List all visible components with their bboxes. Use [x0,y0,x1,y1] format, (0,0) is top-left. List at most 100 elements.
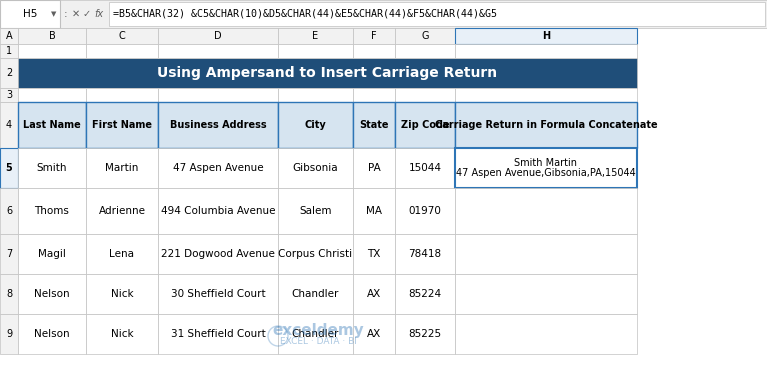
Text: 7: 7 [6,249,12,259]
Text: ✕: ✕ [72,9,80,19]
Text: 85224: 85224 [409,289,442,299]
Text: Chandler: Chandler [291,329,339,339]
Text: Nick: Nick [110,289,133,299]
Bar [278,28,353,44]
Bar [278,102,353,148]
Text: Nelson: Nelson [35,289,70,299]
Bar [0,314,18,354]
Text: 1: 1 [6,46,12,56]
Bar [18,88,86,102]
Bar [0,234,18,274]
Bar [353,28,395,44]
Text: Last Name: Last Name [23,120,81,130]
Bar [86,188,158,234]
Bar [158,44,278,58]
Text: Thoms: Thoms [35,206,70,216]
Text: fx: fx [94,9,104,19]
Text: B: B [48,31,55,41]
Bar [278,88,353,102]
Bar [158,234,278,274]
Text: 2: 2 [6,68,12,78]
Bar [158,314,278,354]
Text: 15044: 15044 [409,163,442,173]
Text: 31 Sheffield Court: 31 Sheffield Court [170,329,265,339]
Bar [18,102,86,148]
Bar [158,102,278,148]
Bar [395,234,455,274]
Text: EXCEL · DATA · BI: EXCEL · DATA · BI [279,336,357,346]
Text: PA: PA [367,163,380,173]
Text: H: H [542,31,550,41]
Text: Smith Martin: Smith Martin [515,158,578,168]
Text: TX: TX [367,249,380,259]
Bar [158,148,278,188]
Bar [395,314,455,354]
Bar [0,188,18,234]
Text: Smith: Smith [37,163,67,173]
Bar [0,28,18,44]
Bar [353,234,395,274]
Text: Adrienne: Adrienne [98,206,146,216]
Text: ▼: ▼ [51,11,57,17]
Text: 3: 3 [6,90,12,100]
Text: 47 Aspen Avenue,Gibsonia,PA,15044: 47 Aspen Avenue,Gibsonia,PA,15044 [456,168,636,178]
Text: MA: MA [366,206,382,216]
Bar [395,148,455,188]
Bar [278,234,353,274]
Bar [0,0,767,28]
Bar [158,274,278,314]
Text: State: State [359,120,389,130]
Bar [18,234,86,274]
Bar [18,314,86,354]
Bar [86,234,158,274]
Text: :: : [64,9,67,19]
Text: 47 Aspen Avenue: 47 Aspen Avenue [173,163,263,173]
Bar [455,188,637,234]
Bar [86,102,158,148]
Bar [18,148,86,188]
Text: ✓: ✓ [83,9,91,19]
Bar [395,188,455,234]
Text: Corpus Christi: Corpus Christi [278,249,353,259]
Bar [158,28,278,44]
Text: F: F [371,31,377,41]
Bar [455,44,637,58]
Bar [455,28,637,44]
Bar [395,44,455,58]
Text: 85225: 85225 [409,329,442,339]
Bar [109,2,765,26]
Bar [395,28,455,44]
Text: Martin: Martin [105,163,139,173]
Text: G: G [421,31,429,41]
Text: 9: 9 [6,329,12,339]
Bar [86,88,158,102]
Bar [278,44,353,58]
Bar [278,188,353,234]
Bar [278,148,353,188]
Bar [353,148,395,188]
Text: 5: 5 [5,163,12,173]
Text: Lena: Lena [110,249,134,259]
Bar [395,274,455,314]
Bar [86,44,158,58]
Text: Chandler: Chandler [291,289,339,299]
Bar [18,188,86,234]
Text: Salem: Salem [299,206,332,216]
Text: E: E [312,31,318,41]
Bar [455,314,637,354]
Text: 4: 4 [6,120,12,130]
Text: =B5&CHAR(32) &C5&CHAR(10)&D5&CHAR(44)&E5&CHAR(44)&F5&CHAR(44)&G5: =B5&CHAR(32) &C5&CHAR(10)&D5&CHAR(44)&E5… [113,9,497,19]
Text: Carriage Return in Formula Concatenate: Carriage Return in Formula Concatenate [435,120,657,130]
Text: AX: AX [367,289,381,299]
Text: C: C [119,31,125,41]
Bar [0,44,18,58]
Text: H5: H5 [23,9,37,19]
Bar [0,102,18,148]
Text: Magil: Magil [38,249,66,259]
Bar [353,188,395,234]
Text: Gibsonia: Gibsonia [293,163,338,173]
Bar [395,88,455,102]
Bar [158,88,278,102]
Bar [0,88,18,102]
Bar [353,44,395,58]
